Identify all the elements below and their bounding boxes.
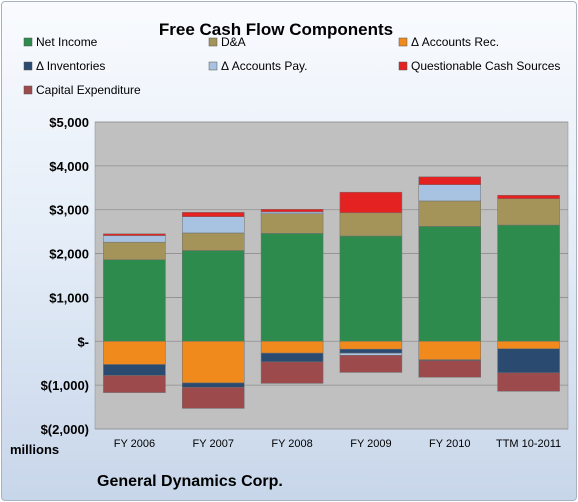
legend-label: Δ Accounts Rec. <box>411 35 499 49</box>
bar-segment <box>497 198 560 226</box>
bar-segment <box>418 341 481 360</box>
x-axis-ticks: FY 2006 FY 2007 FY 2008 FY 2009 FY 2010 TTM 1… <box>114 438 561 450</box>
legend-label: Δ Inventories <box>36 59 105 73</box>
x-tick-label: FY 2009 <box>350 438 391 450</box>
bar-segment <box>339 348 403 354</box>
gridlines <box>95 121 568 430</box>
bar-segment <box>260 211 324 214</box>
bar-segment <box>339 355 403 373</box>
x-tick-label: FY 2006 <box>114 438 155 450</box>
bar-segment <box>182 382 245 388</box>
chart-title: Free Cash Flow Components <box>159 20 393 39</box>
bar-segment <box>182 250 245 342</box>
x-tick-label: FY 2008 <box>271 438 312 450</box>
bar-segment <box>260 341 324 354</box>
bar-segment <box>418 226 481 342</box>
legend-swatch <box>208 61 218 71</box>
bar-segment <box>103 233 166 236</box>
bar-segment <box>497 348 560 374</box>
y-tick-label: $- <box>77 334 89 349</box>
bar-segment <box>497 194 560 199</box>
legend: Net Income D&A Δ Accounts Rec. Δ Inventorie… <box>23 35 560 97</box>
bar-segment <box>418 176 481 185</box>
legend-label: Questionable Cash Sources <box>411 59 560 73</box>
legend-swatch <box>23 85 33 95</box>
bar-segment <box>260 352 324 363</box>
bar-segment <box>182 341 245 384</box>
y-tick-label: $2,000 <box>49 247 89 262</box>
y-tick-label: $4,000 <box>49 159 89 174</box>
company-name: General Dynamics Corp. <box>97 473 283 490</box>
legend-swatch <box>398 61 408 71</box>
bar-segment <box>260 209 324 213</box>
bar-segment <box>182 387 245 409</box>
bar-segment <box>260 213 324 234</box>
bar-segment <box>497 372 560 392</box>
y-tick-label: $(2,000) <box>41 422 89 437</box>
bar-segment <box>182 232 245 251</box>
legend-swatch <box>23 37 33 47</box>
x-tick-label: TTM 10-2011 <box>496 438 561 450</box>
y-tick-label: $1,000 <box>49 290 89 305</box>
bar-segment <box>418 360 481 378</box>
bar-segment <box>103 259 166 342</box>
bar-segment <box>182 216 245 234</box>
legend-swatch <box>208 37 218 47</box>
bar-segment <box>418 200 481 227</box>
legend-label: Capital Expenditure <box>36 83 141 97</box>
bar-segment <box>260 361 324 384</box>
bar-segment <box>103 341 166 365</box>
bar-segment <box>339 352 403 356</box>
y-axis-unit-label: millions <box>10 442 59 457</box>
bar-segment <box>497 224 560 342</box>
legend-label: Δ Accounts Pay. <box>221 59 308 73</box>
bar-segment <box>103 241 166 260</box>
bars <box>103 176 560 409</box>
y-tick-label: $(1,000) <box>41 378 89 393</box>
bar-segment <box>103 364 166 376</box>
y-tick-label: $5,000 <box>49 115 89 130</box>
bar-segment <box>339 341 403 350</box>
bar-segment <box>339 235 403 342</box>
plot-area <box>94 121 569 430</box>
bar-segment <box>103 235 166 243</box>
legend-label: Net Income <box>36 35 98 49</box>
x-tick-label: FY 2007 <box>193 438 234 450</box>
y-tick-label: $3,000 <box>49 203 89 218</box>
bar-segment <box>103 375 166 393</box>
legend-label: D&A <box>221 35 246 49</box>
bar-segment <box>339 212 403 237</box>
legend-swatch <box>23 61 33 71</box>
y-axis-ticks: $(2,000) $(1,000) $- $1,000 $2,000 $3,000 $4,0… <box>41 115 89 437</box>
x-tick-label: FY 2010 <box>429 438 470 450</box>
bar-segment <box>182 212 245 217</box>
bar-segment <box>339 191 403 214</box>
bar-segment <box>260 233 324 342</box>
bar-segment <box>418 184 481 202</box>
bar-segment <box>497 341 560 349</box>
legend-swatch <box>398 37 408 47</box>
